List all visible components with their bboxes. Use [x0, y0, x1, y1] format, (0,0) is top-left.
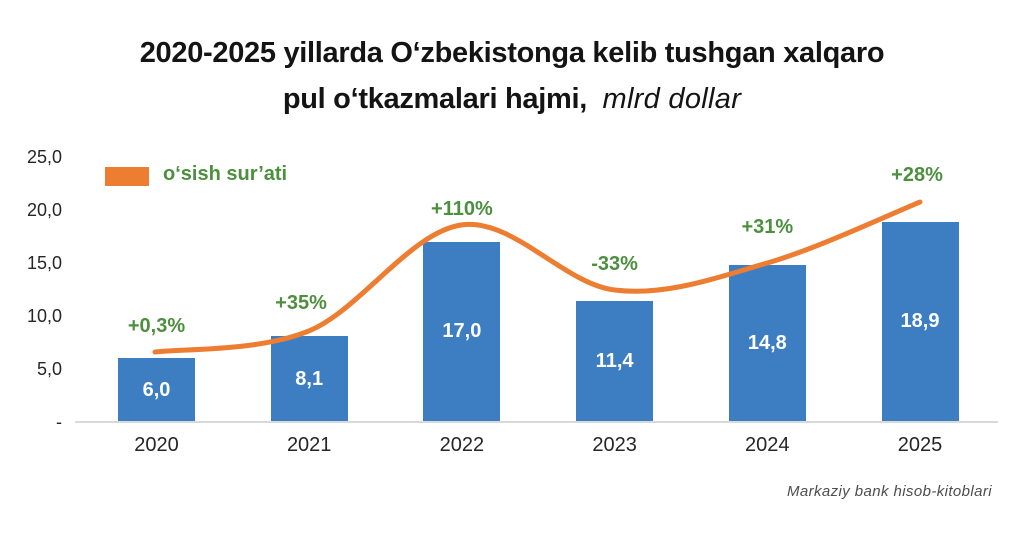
- chart-title-line1: 2020-2025 yillarda O‘zbekistonga kelib t…: [139, 37, 885, 69]
- bar-2024: 14,8: [728, 265, 806, 422]
- legend-swatch: [105, 167, 149, 186]
- bar-2022: 17,0: [423, 241, 501, 422]
- x-tick-2023: 2023: [592, 434, 637, 456]
- source-note: Markaziy bank hisob-kitoblari: [786, 483, 992, 500]
- bar-value-2024: 14,8: [747, 332, 787, 355]
- x-axis-line: [75, 421, 998, 423]
- bar-2020: 6,0: [118, 358, 195, 422]
- x-tick-2020: 2020: [134, 434, 179, 456]
- growth-label-2024: +31%: [741, 216, 794, 238]
- y-tick-0: -: [56, 412, 62, 432]
- y-tick-20: 20,0: [26, 200, 62, 220]
- bar-2023: 11,4: [576, 301, 654, 422]
- bar-2025: 18,9: [881, 221, 959, 422]
- x-tick-2022: 2022: [439, 434, 485, 456]
- bar-value-2022: 17,0: [442, 320, 482, 343]
- growth-label-2025: +28%: [891, 164, 943, 186]
- y-tick-15: 15,0: [26, 253, 62, 273]
- growth-label-2021: +35%: [275, 292, 327, 314]
- y-tick-5: 5,0: [36, 359, 62, 379]
- chart-title: 2020-2025 yillarda O‘zbekistonga kelib t…: [0, 30, 1024, 122]
- bar-value-2023: 11,4: [595, 350, 634, 373]
- x-tick-2024: 2024: [745, 434, 790, 456]
- chart-title-line2: pul o‘tkazmalari hajmi, mlrd dollar: [282, 83, 742, 115]
- chart-title-unit: mlrd dollar: [602, 83, 742, 115]
- bar-value-2021: 8,1: [295, 367, 324, 390]
- legend-label: o‘sish sur’ati: [163, 163, 288, 185]
- bar-2021: 8,1: [270, 336, 348, 422]
- y-tick-10: 10,0: [26, 306, 62, 326]
- x-tick-2021: 2021: [286, 434, 332, 456]
- x-tick-2025: 2025: [897, 434, 943, 456]
- growth-label-2023: -33%: [591, 253, 638, 275]
- y-tick-25: 25,0: [26, 147, 62, 167]
- bar-value-2020: 6,0: [142, 378, 171, 401]
- growth-label-2020: +0,3%: [127, 315, 186, 337]
- growth-label-2022: +110%: [431, 198, 493, 220]
- bar-value-2025: 18,9: [900, 310, 940, 333]
